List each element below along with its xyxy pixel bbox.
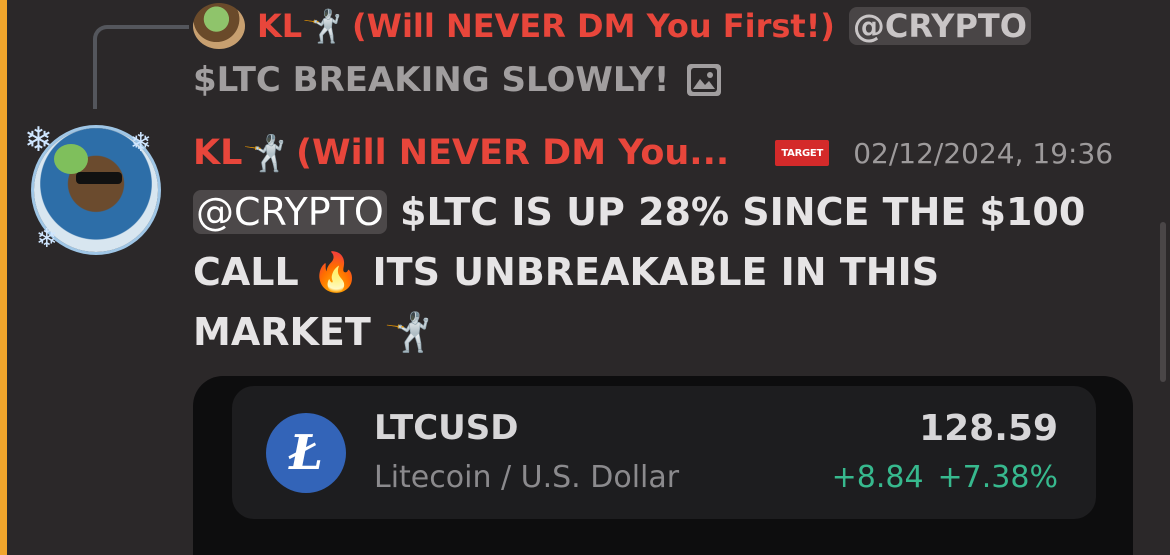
change-percent: +7.38% [937, 460, 1058, 495]
message-header: KL 🤺 (Will NEVER DM You... TARGET 02/12/… [193, 128, 1113, 178]
reply-connector [93, 25, 189, 109]
ticker-price: 128.59 [919, 408, 1058, 449]
change-absolute: +8.84 [831, 460, 924, 495]
ticker-change: +8.84 +7.38% [832, 460, 1058, 495]
fire-emoji: 🔥 [311, 250, 360, 294]
fencer-emoji: 🤺 [242, 133, 287, 174]
snowflake-icon: ❄ [36, 224, 58, 254]
message-text-1: $LTC IS UP 28% SINCE THE $100 CALL [193, 190, 1086, 294]
avatar-frog [54, 144, 88, 174]
reply-author-name[interactable]: KL [257, 7, 303, 45]
ticker-symbol: LTCUSD [374, 408, 519, 448]
snowflake-icon: ❄ [24, 120, 53, 160]
author-name[interactable]: KL [193, 133, 243, 173]
reply-avatar[interactable] [193, 3, 245, 49]
ticker-name: Litecoin / U.S. Dollar [374, 460, 680, 495]
reply-preview[interactable]: $LTC BREAKING SLOWLY! [193, 56, 722, 104]
reply-header[interactable]: KL 🤺 (Will NEVER DM You First!) @CRYPTO [193, 2, 1031, 50]
message-content: @CRYPTO $LTC IS UP 28% SINCE THE $100 CA… [193, 182, 1113, 362]
reply-text: $LTC BREAKING SLOWLY! [193, 60, 670, 100]
user-mention[interactable]: @CRYPTO [193, 190, 387, 234]
image-icon [687, 64, 722, 96]
snowflake-icon: ❄ [130, 128, 152, 158]
reply-mention[interactable]: @CRYPTO [848, 7, 1031, 45]
fencer-emoji: 🤺 [302, 7, 343, 45]
litecoin-logo-icon: Ł [266, 413, 346, 493]
reply-author-tag[interactable]: (Will NEVER DM You First!) [352, 7, 835, 45]
message-text-2: ITS UNBREAKABLE IN THIS MARKET [193, 250, 940, 354]
avatar[interactable]: ❄ ❄ ❄ [24, 120, 158, 254]
fencer-emoji: 🤺 [384, 310, 432, 354]
role-badge-icon[interactable]: TARGET [775, 140, 830, 166]
ticker-card[interactable] [232, 386, 1096, 519]
scrollbar[interactable] [1160, 222, 1166, 382]
avatar-shades [76, 172, 122, 184]
author-tag[interactable]: (Will NEVER DM You... [296, 133, 730, 173]
timestamp[interactable]: 02/12/2024, 19:36 [853, 136, 1114, 170]
highlight-bar [0, 0, 7, 555]
